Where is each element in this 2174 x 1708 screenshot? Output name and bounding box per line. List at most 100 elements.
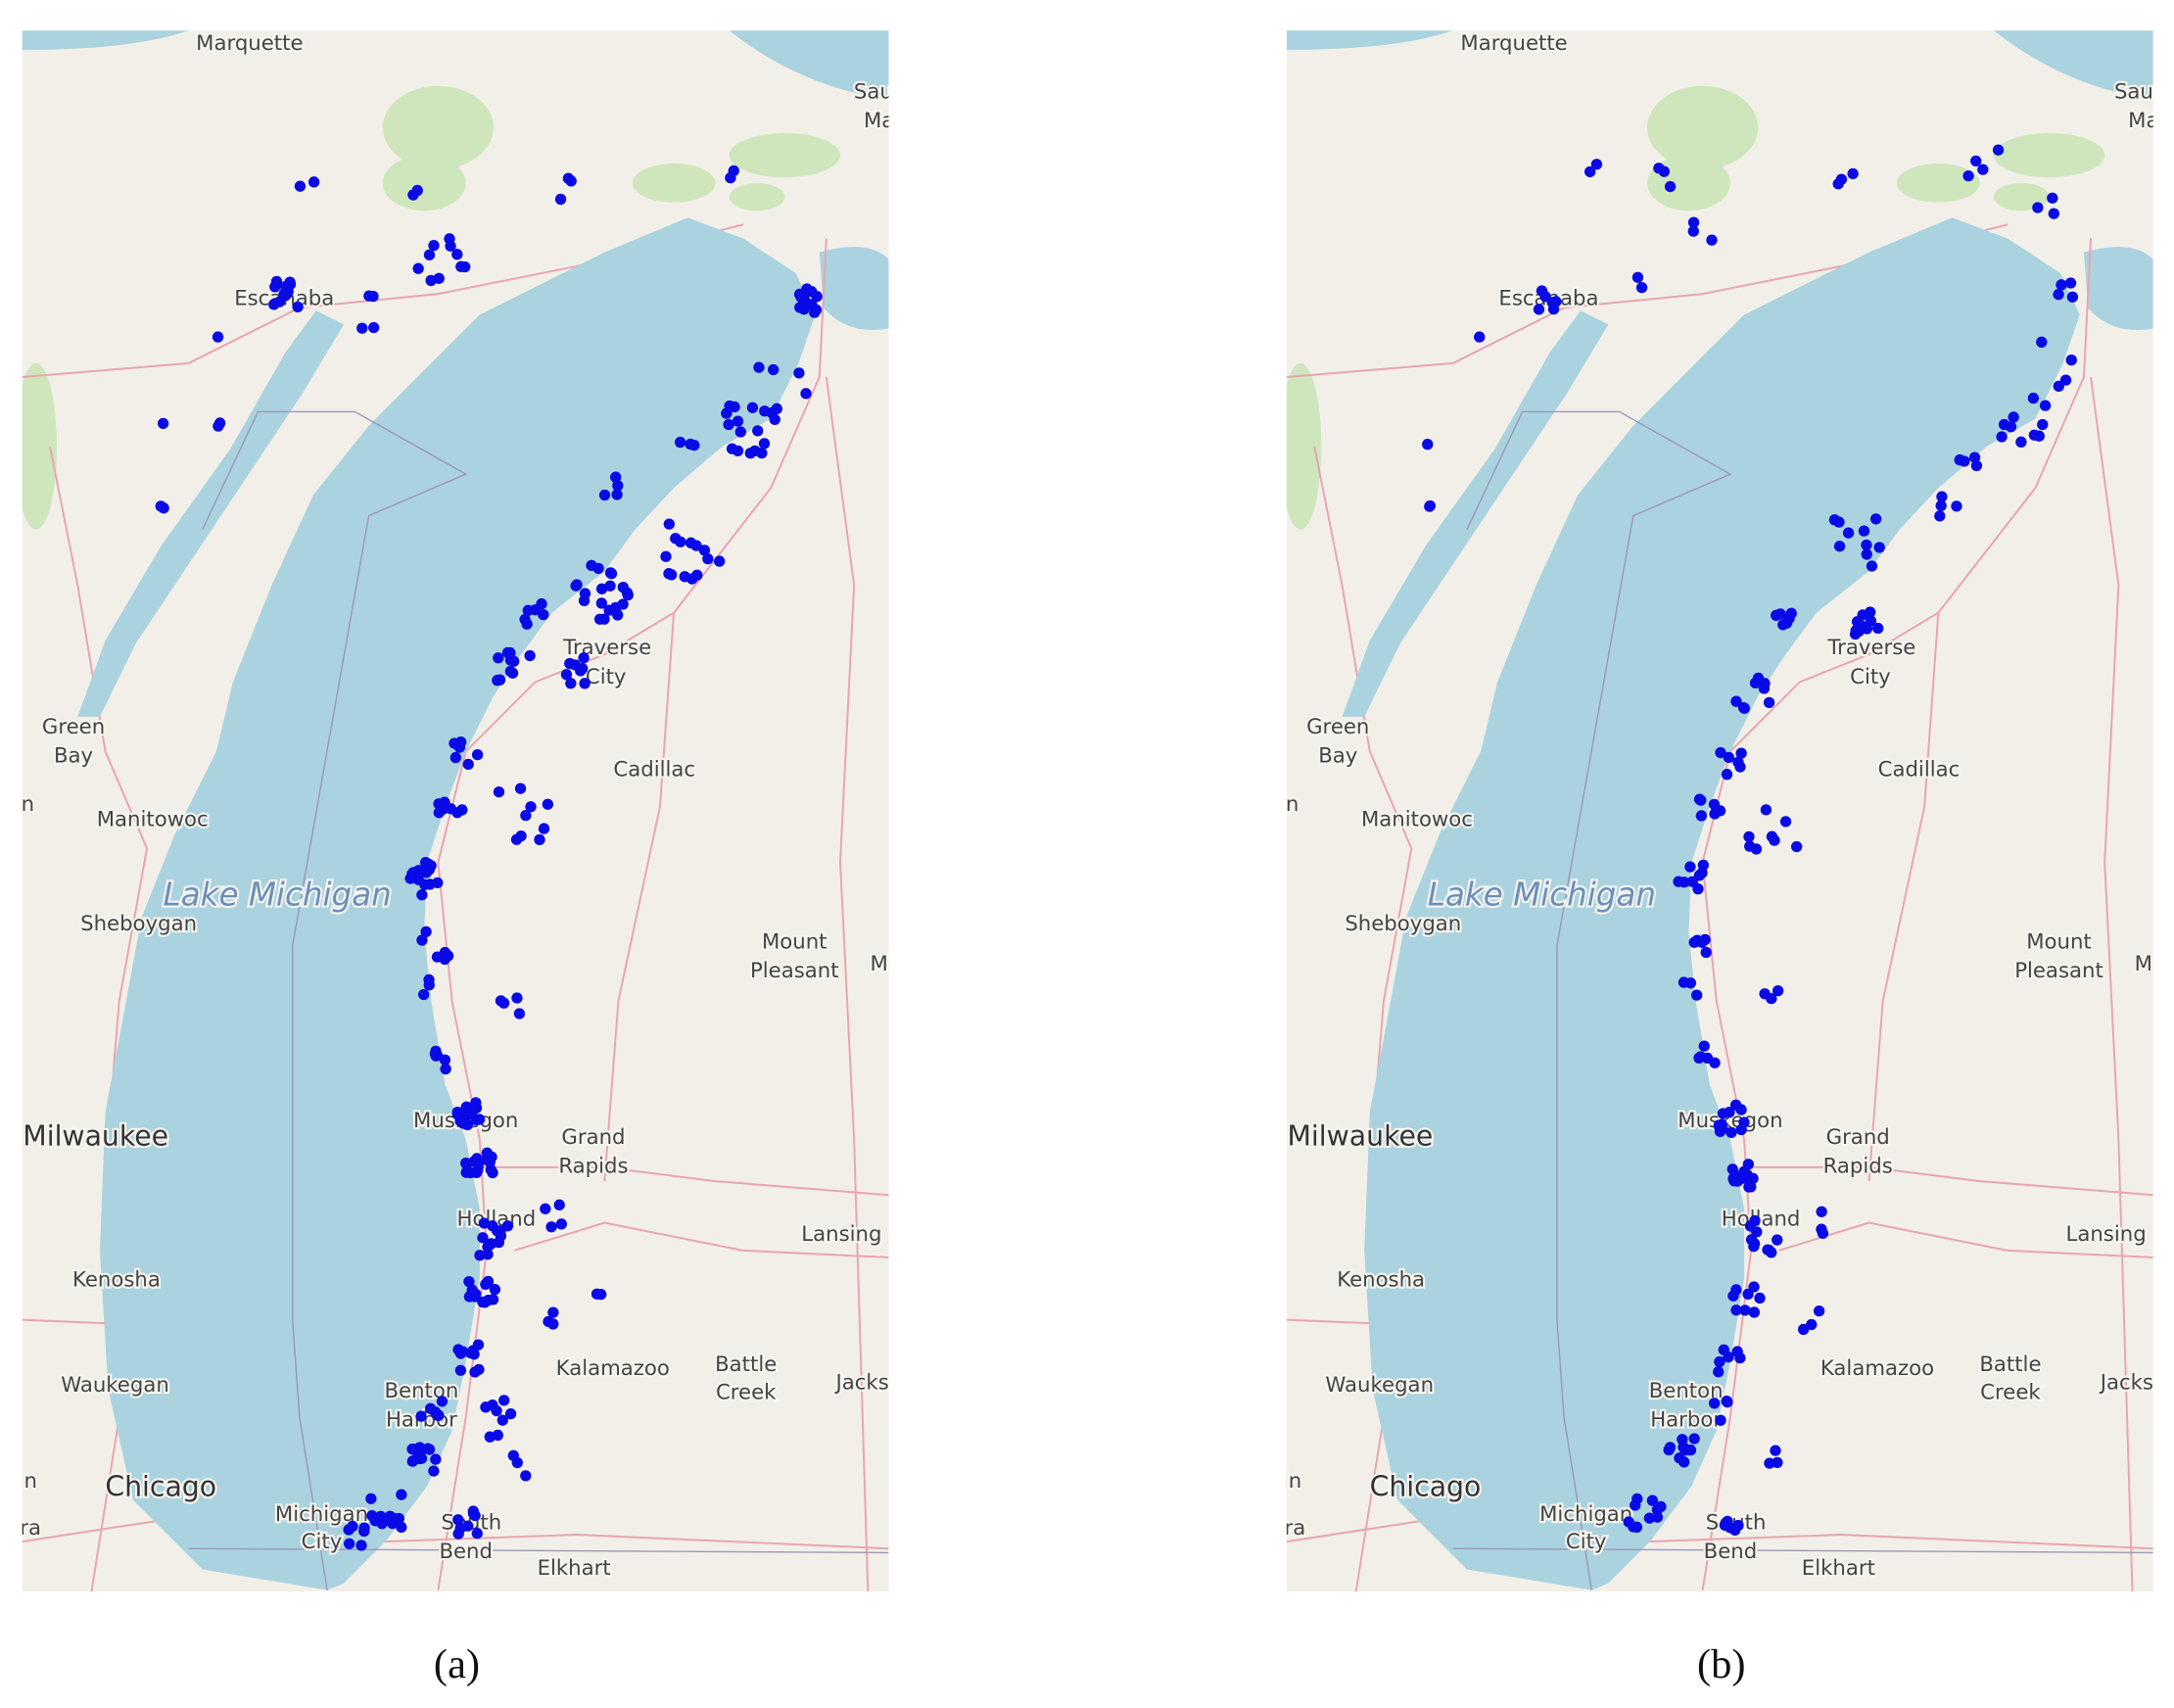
site-dot: [1779, 816, 1792, 828]
site-dot: [1858, 525, 1870, 537]
site-dot: [553, 1199, 565, 1210]
place-label: ra: [20, 1516, 41, 1541]
site-dot: [1717, 1108, 1729, 1119]
site-dot: [2008, 411, 2019, 423]
place-label: Manitowoc: [97, 808, 209, 832]
place-label: Bend: [439, 1540, 493, 1564]
site-dot: [1714, 1355, 1725, 1368]
site-dot: [1719, 1519, 1731, 1532]
site-dot: [732, 415, 744, 427]
site-dot: [1833, 516, 1845, 528]
site-dot: [1729, 1524, 1741, 1536]
place-label: Chicago: [105, 1470, 216, 1502]
site-dot: [451, 1108, 463, 1119]
site-dot: [520, 1470, 532, 1482]
site-dot: [1695, 810, 1708, 822]
site-dot: [387, 1512, 399, 1524]
site-dot: [1865, 606, 1876, 618]
site-dot: [1951, 500, 1962, 512]
state-border: [1466, 410, 1732, 1590]
place-label: Lake Michigan: [1428, 876, 1656, 913]
site-dot: [795, 291, 807, 304]
place-label: Ma: [2128, 109, 2158, 133]
site-dot: [376, 1518, 388, 1530]
site-dot: [565, 175, 577, 187]
site-dot: [1422, 439, 1434, 451]
site-dot: [430, 1453, 442, 1465]
road: [825, 376, 870, 1592]
site-dot: [1739, 1305, 1751, 1316]
site-dot: [542, 798, 554, 810]
forest: [1646, 85, 1759, 169]
site-dot: [1766, 830, 1778, 842]
site-dot: [1790, 840, 1803, 853]
site-dot: [501, 1220, 514, 1232]
site-dot: [420, 925, 432, 938]
place-label: ra: [1285, 1516, 1306, 1541]
site-dot: [416, 934, 428, 946]
lake-huron: [819, 247, 889, 330]
site-dot: [1722, 1396, 1733, 1408]
site-dot: [417, 988, 430, 1001]
site-dot: [1754, 1292, 1766, 1305]
site-dot: [547, 1318, 559, 1330]
road: [2090, 376, 2134, 1592]
site-dot: [1590, 159, 1603, 170]
site-dot: [1663, 1444, 1675, 1456]
site-dot: [685, 438, 696, 451]
site-dot: [1743, 830, 1755, 843]
forest: [1993, 132, 2105, 178]
site-dot: [1700, 946, 1712, 959]
site-dot: [1734, 761, 1746, 773]
site-dot: [753, 361, 765, 373]
place-label: Rapids: [1823, 1155, 1893, 1179]
site-dot: [1738, 1116, 1750, 1128]
road: [48, 446, 149, 1168]
site-dot: [749, 445, 761, 457]
site-dot: [578, 594, 591, 607]
place-label: Milwaukee: [23, 1119, 168, 1152]
forest: [632, 164, 716, 203]
place-label: Kalamazoo: [1820, 1356, 1934, 1381]
site-dot: [547, 1306, 559, 1318]
site-dot: [1474, 331, 1486, 343]
place-label: Manitowoc: [1361, 808, 1473, 832]
site-dot: [800, 388, 812, 400]
site-dot: [1723, 1351, 1734, 1363]
site-dot: [498, 1395, 510, 1406]
place-label: n: [22, 792, 34, 817]
site-dot: [462, 758, 474, 771]
place-label: Traverse: [1826, 636, 1915, 660]
site-dot: [436, 1396, 449, 1407]
site-dot: [674, 436, 686, 449]
site-dot: [1708, 1398, 1721, 1409]
site-dot: [1996, 431, 2008, 443]
lake-michigan: [99, 217, 816, 1590]
map-panel: MarquetteSaultMaEscanabaTraverseCityGree…: [1283, 30, 2158, 1592]
site-dot: [1842, 527, 1855, 539]
site-dot: [1835, 173, 1848, 185]
site-dot: [495, 1230, 507, 1242]
site-dot: [1772, 984, 1784, 997]
site-dot: [1678, 976, 1690, 988]
site-dot: [1797, 1323, 1810, 1336]
site-dot: [663, 518, 676, 530]
place-label: in: [1283, 1469, 1301, 1494]
site-dot: [1977, 164, 1989, 175]
place-label: Grand: [561, 1125, 625, 1150]
site-dot: [605, 568, 618, 580]
site-dot: [1678, 1456, 1690, 1468]
site-dot: [595, 583, 608, 594]
place-label: Jacks: [2099, 1370, 2153, 1395]
site-dot: [723, 418, 734, 431]
site-dot: [358, 1522, 370, 1534]
site-dot: [1684, 1444, 1697, 1456]
place-label: Harbor: [1650, 1408, 1722, 1433]
site-dot: [454, 1522, 466, 1535]
site-dot: [734, 426, 746, 438]
site-dot: [1651, 1503, 1664, 1516]
place-label: Benton: [1649, 1379, 1724, 1403]
site-dot: [463, 1275, 475, 1288]
